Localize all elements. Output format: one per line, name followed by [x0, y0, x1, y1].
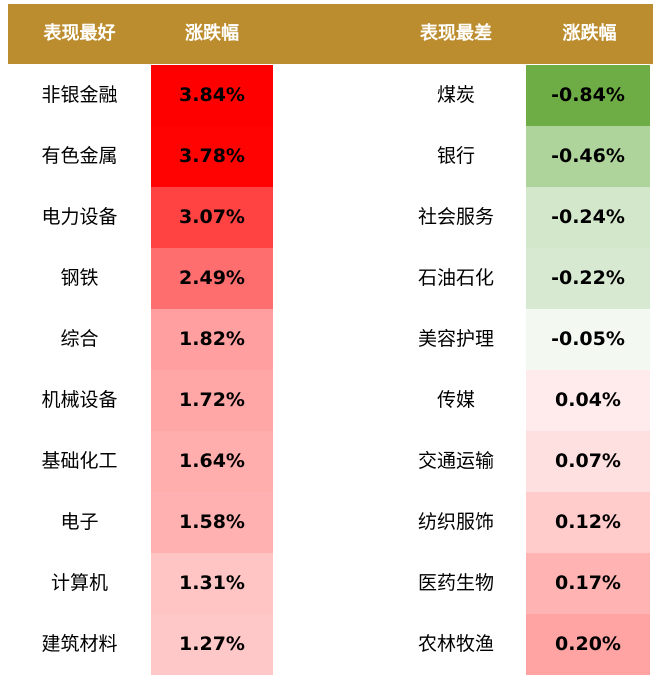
- table-row: 建筑材料 1.27% 农林牧渔 0.20%: [0, 614, 658, 675]
- header-change-left: 涨跌幅: [185, 23, 239, 44]
- table-row: 基础化工 1.64% 交通运输 0.07%: [0, 431, 658, 492]
- worst-change-value: 0.12%: [526, 492, 650, 553]
- table-row: 综合 1.82% 美容护理 -0.05%: [0, 309, 658, 370]
- header-worst: 表现最差: [420, 23, 492, 44]
- table-header: 表现最好 涨跌幅 表现最差 涨跌幅: [8, 4, 653, 64]
- best-industry-name: 电力设备: [41, 206, 118, 228]
- worst-industry-name: 银行: [436, 145, 475, 167]
- worst-change-value: 0.07%: [526, 431, 650, 492]
- table-row: 有色金属 3.78% 银行 -0.46%: [0, 126, 658, 187]
- worst-industry-name: 煤炭: [436, 84, 475, 106]
- best-industry-name: 电子: [60, 511, 99, 533]
- best-change-value: 1.27%: [151, 614, 273, 675]
- best-change-value: 1.58%: [151, 492, 273, 553]
- best-change-value: 1.31%: [151, 553, 273, 614]
- worst-change-value: -0.22%: [526, 248, 650, 309]
- best-change-value: 3.07%: [151, 187, 273, 248]
- best-industry-name: 计算机: [50, 572, 108, 594]
- worst-industry-name: 纺织服饰: [417, 511, 494, 533]
- best-change-value: 1.64%: [151, 431, 273, 492]
- worst-industry-name: 石油石化: [417, 267, 494, 289]
- best-industry-name: 非银金融: [41, 84, 118, 106]
- worst-industry-name: 农林牧渔: [417, 633, 494, 655]
- best-industry-name: 建筑材料: [41, 633, 118, 655]
- best-industry-name: 综合: [60, 328, 99, 350]
- worst-industry-name: 社会服务: [417, 206, 494, 228]
- worst-change-value: 0.20%: [526, 614, 650, 675]
- table-row: 非银金融 3.84% 煤炭 -0.84%: [0, 65, 658, 126]
- best-change-value: 1.82%: [151, 309, 273, 370]
- worst-change-value: -0.46%: [526, 126, 650, 187]
- best-change-value: 3.84%: [151, 65, 273, 126]
- table-row: 电子 1.58% 纺织服饰 0.12%: [0, 492, 658, 553]
- best-industry-name: 有色金属: [41, 145, 118, 167]
- worst-change-value: -0.24%: [526, 187, 650, 248]
- best-industry-name: 基础化工: [41, 450, 118, 472]
- worst-industry-name: 医药生物: [417, 572, 494, 594]
- best-change-value: 3.78%: [151, 126, 273, 187]
- header-change-right: 涨跌幅: [562, 23, 617, 44]
- table-row: 机械设备 1.72% 传媒 0.04%: [0, 370, 658, 431]
- worst-industry-name: 传媒: [436, 389, 475, 411]
- worst-change-value: -0.05%: [526, 309, 650, 370]
- table-row: 电力设备 3.07% 社会服务 -0.24%: [0, 187, 658, 248]
- table-row: 计算机 1.31% 医药生物 0.17%: [0, 553, 658, 614]
- best-industry-name: 钢铁: [60, 267, 99, 289]
- worst-change-value: -0.84%: [526, 65, 650, 126]
- best-change-value: 2.49%: [151, 248, 273, 309]
- best-change-value: 1.72%: [151, 370, 273, 431]
- best-industry-name: 机械设备: [41, 389, 118, 411]
- worst-industry-name: 交通运输: [417, 450, 494, 472]
- table-row: 钢铁 2.49% 石油石化 -0.22%: [0, 248, 658, 309]
- worst-industry-name: 美容护理: [417, 328, 494, 350]
- worst-change-value: 0.17%: [526, 553, 650, 614]
- worst-change-value: 0.04%: [526, 370, 650, 431]
- header-best: 表现最好: [43, 23, 116, 44]
